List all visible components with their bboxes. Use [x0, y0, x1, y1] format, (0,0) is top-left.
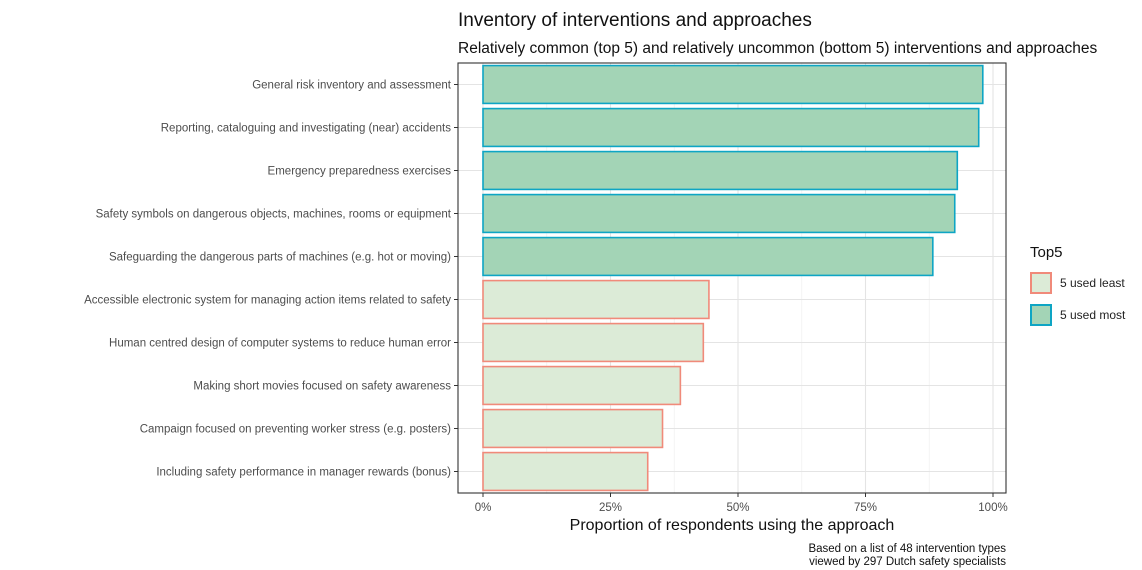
x-tick-label: 0% [475, 502, 492, 514]
legend-label-least: 5 used least [1060, 276, 1125, 290]
bar [482, 451, 649, 492]
y-tick-label: Accessible electronic system for managin… [84, 295, 451, 307]
bar [482, 408, 664, 449]
y-tick-label: Including safety performance in manager … [156, 467, 451, 479]
y-tick-label: General risk inventory and assessment [252, 80, 452, 92]
y-tick-label: Emergency preparedness exercises [268, 166, 452, 178]
y-tick-label: Reporting, cataloguing and investigating… [161, 123, 451, 135]
y-tick-label: Safeguarding the dangerous parts of mach… [109, 252, 451, 264]
bar [482, 150, 959, 191]
x-tick-label: 50% [726, 502, 749, 514]
x-tick-label: 25% [599, 502, 622, 514]
caption-line-1: Based on a list of 48 intervention types [808, 543, 1006, 555]
caption: Based on a list of 48 intervention types… [808, 543, 1006, 569]
bar [482, 107, 980, 148]
x-axis-label: Proportion of respondents using the appr… [569, 517, 895, 534]
legend-item-most: 5 used most [1030, 301, 1125, 329]
bar [482, 236, 934, 277]
y-tick-label: Making short movies focused on safety aw… [193, 381, 451, 393]
bar [482, 64, 984, 105]
legend-label-most: 5 used most [1060, 308, 1126, 322]
x-tick-label: 75% [854, 502, 877, 514]
bar [482, 279, 710, 320]
bar [482, 322, 705, 363]
y-tick-label: Campaign focused on preventing worker st… [140, 424, 451, 436]
legend-swatch-least [1030, 272, 1052, 294]
bar [482, 193, 956, 234]
legend: Top5 5 used least 5 used most [1030, 244, 1125, 333]
bar [482, 365, 682, 406]
legend-item-least: 5 used least [1030, 269, 1125, 297]
x-tick-label: 100% [978, 502, 1007, 514]
chart-subtitle: Relatively common (top 5) and relatively… [458, 40, 1098, 57]
caption-line-2: viewed by 297 Dutch safety specialists [809, 556, 1006, 568]
panel-border [457, 62, 1007, 494]
legend-title: Top5 [1030, 244, 1063, 261]
y-tick-label: Human centred design of computer systems… [109, 338, 451, 350]
legend-swatch-most [1030, 304, 1052, 326]
chart-title: Inventory of interventions and approache… [458, 10, 812, 31]
y-tick-label: Safety symbols on dangerous objects, mac… [96, 209, 452, 221]
